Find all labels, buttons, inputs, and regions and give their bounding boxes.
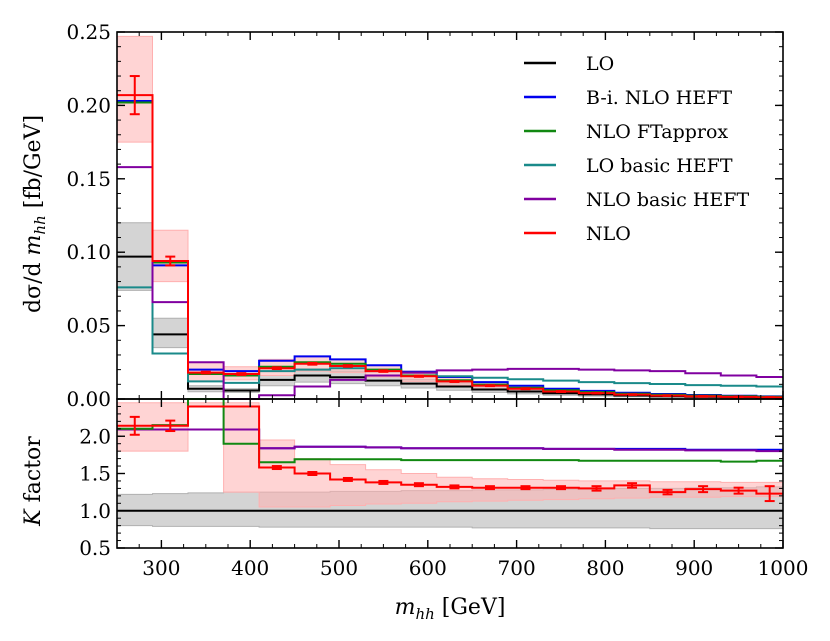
x-tick-label: 700 [498, 556, 536, 580]
axes-text: dσ/d mhh [fb/GeV] K factor mhh [GeV] [21, 115, 505, 623]
main-y-axis-label: dσ/d mhh [fb/GeV] [21, 115, 49, 313]
x-tick-label: 900 [675, 556, 713, 580]
main-error-bar [627, 393, 638, 396]
main-error-bar [200, 370, 211, 375]
ratio-y-tick-label: 2.0 [79, 424, 111, 448]
x-tick-label: 400 [231, 556, 269, 580]
legend-label: LO basic HEFT [586, 155, 733, 177]
main-error-bar [520, 387, 531, 391]
ratio-error-bar [378, 479, 389, 485]
ratio-y-tick-label: 1.5 [79, 462, 111, 486]
legend: LO B-i. NLO HEFT NLO FTapprox LO basic HEFT… [524, 53, 749, 245]
main-series-binlo [117, 100, 783, 398]
legend-entry-nlobasic: NLO basic HEFT [524, 189, 749, 211]
main-error-bar [236, 372, 247, 376]
x-tick-label: 1000 [758, 556, 809, 580]
ratio-y-axis-label: K factor [21, 436, 46, 527]
x-axis-label: mhh [GeV] [395, 595, 506, 623]
main-y-tick-label: 0.15 [66, 167, 111, 191]
main-panel: 0.00 0.05 0.10 0.15 0.20 0.25 [66, 20, 784, 411]
ratio-error-bar [662, 488, 673, 496]
ratio-error-bar [556, 485, 566, 491]
ratio-error-bar [413, 482, 424, 488]
legend-label: B-i. NLO HEFT [586, 87, 732, 109]
main-y-tick-label: 0.10 [66, 240, 111, 264]
ratio-error-bar [165, 419, 176, 433]
x-tick-label: 300 [142, 556, 180, 580]
ratio-error-bar [271, 465, 282, 471]
main-error-bar [129, 75, 140, 116]
legend-label: NLO FTapprox [586, 121, 728, 143]
ratio-series-ftapprox [117, 398, 783, 464]
legend-entry-binlo: B-i. NLO HEFT [524, 87, 732, 109]
main-series-ftapprox [117, 101, 783, 398]
ratio-band-nlo [116, 402, 784, 508]
main-error-bar [413, 374, 424, 378]
main-y-tick-label: 0.20 [66, 93, 111, 117]
legend-label: NLO [586, 223, 631, 245]
main-error-bar [378, 369, 389, 373]
legend-entry-lobasic: LO basic HEFT [524, 155, 733, 177]
main-error-bar [556, 390, 566, 393]
ratio-error-bar [129, 415, 140, 436]
main-y-tick-label: 0.25 [66, 20, 111, 44]
main-error-bar [591, 391, 602, 395]
ratio-error-bar [307, 471, 318, 476]
ratio-error-bar [591, 485, 602, 492]
legend-entry-lo: LO [524, 53, 614, 75]
x-tick-label: 500 [320, 556, 358, 580]
x-tick-label: 800 [586, 556, 624, 580]
ratio-error-bar [764, 485, 775, 503]
x-tick-label: 600 [409, 556, 447, 580]
ratio-panel: 0.5 1.0 1.5 2.0 300 400 500 600 700 800 900 1000 [79, 398, 809, 580]
main-error-bar [662, 394, 673, 397]
ratio-series-binlo [117, 428, 783, 451]
ratio-error-bar [733, 486, 744, 495]
ratio-error-bar [449, 484, 460, 490]
main-y-tick-label: 0.05 [66, 314, 111, 338]
legend-entry-nlo: NLO [524, 223, 631, 245]
ratio-error-bar [484, 485, 495, 491]
main-series-lobasic [117, 286, 783, 388]
main-error-bar [307, 361, 318, 366]
legend-label: NLO basic HEFT [586, 189, 749, 211]
main-error-bar [764, 396, 775, 399]
ratio-y-tick-label: 1.0 [79, 499, 111, 523]
ratio-series-nlobasic [117, 428, 783, 453]
main-error-bar [449, 379, 460, 383]
main-error-bar [484, 384, 495, 388]
main-y-tick-label: 0.00 [66, 387, 111, 411]
ratio-error-bar [627, 482, 638, 489]
legend-label: LO [586, 53, 614, 75]
main-error-bar [165, 255, 176, 267]
ratio-error-bar [342, 476, 353, 482]
ratio-error-bar [698, 485, 709, 494]
main-error-bar [342, 364, 353, 368]
legend-entry-ftapprox: NLO FTapprox [524, 121, 728, 143]
main-error-bar [271, 366, 282, 371]
ratio-error-bar [520, 485, 531, 491]
ratio-y-tick-label: 0.5 [79, 536, 111, 560]
main-error-bar [698, 395, 709, 398]
